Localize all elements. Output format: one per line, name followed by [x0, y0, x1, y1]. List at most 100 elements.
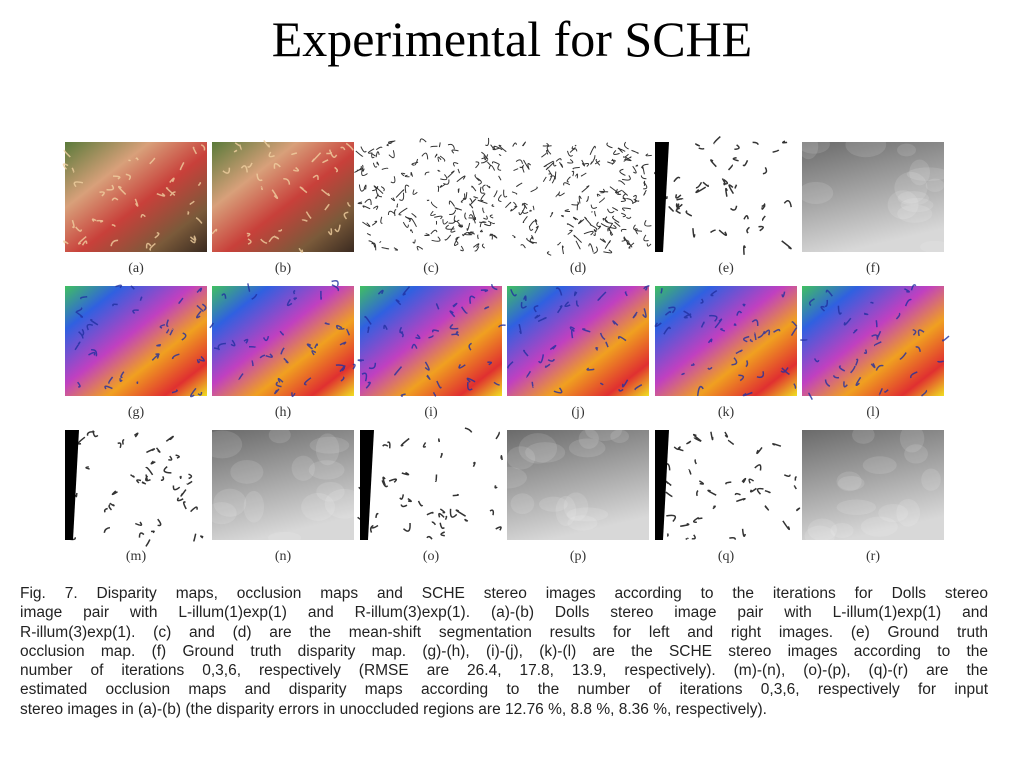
- caption-line: stereo images in (a)-(b) (the disparity …: [20, 700, 767, 718]
- texture: [518, 433, 558, 464]
- image-panel: [797, 132, 950, 253]
- texture: [503, 141, 652, 256]
- texture: [316, 481, 345, 502]
- texture: [807, 518, 838, 542]
- image: [802, 142, 944, 252]
- panel-label: (p): [570, 549, 587, 564]
- image-panel: [209, 279, 356, 398]
- image: [65, 430, 207, 540]
- texture: [845, 132, 887, 158]
- panel-label: (k): [718, 405, 735, 420]
- texture: [878, 503, 909, 523]
- panel-label: (e): [718, 261, 734, 276]
- texture: [906, 167, 950, 181]
- occlusion-strip: [655, 142, 669, 252]
- texture: [507, 284, 650, 394]
- texture: [897, 191, 930, 206]
- texture: [357, 284, 506, 398]
- texture: [925, 178, 945, 192]
- image-panel: [354, 137, 507, 252]
- image-panel: [655, 430, 801, 541]
- image: [212, 286, 354, 396]
- panel-label: (l): [866, 405, 880, 420]
- image-panel: [357, 427, 503, 540]
- texture: [324, 488, 365, 519]
- texture: [309, 436, 350, 454]
- texture: [68, 430, 204, 547]
- texture: [897, 204, 933, 223]
- texture: [897, 143, 917, 157]
- texture: [899, 424, 925, 453]
- image-panel: [800, 284, 950, 400]
- panel-label: (g): [128, 405, 145, 420]
- image-panel: [65, 430, 207, 547]
- image: [360, 286, 502, 396]
- texture: [538, 496, 568, 512]
- image-panel: [62, 142, 207, 252]
- panel-label: (d): [570, 261, 587, 276]
- image-panel: [357, 284, 506, 398]
- texture: [566, 507, 609, 522]
- texture: [62, 144, 206, 251]
- caption-line: R-illum(3)exp(1). (c) and (d) are the me…: [20, 623, 988, 641]
- texture: [836, 499, 877, 515]
- panel-label: (o): [423, 549, 440, 564]
- image-panel: [211, 139, 354, 253]
- texture: [654, 288, 798, 397]
- texture: [804, 525, 835, 547]
- texture: [862, 456, 897, 475]
- image-panel: [201, 426, 365, 544]
- caption-line: number of iterations 0,3,6, respectively…: [20, 662, 988, 680]
- texture: [354, 137, 507, 252]
- caption-line: Fig. 7. Disparity maps, occlusion maps a…: [20, 585, 988, 602]
- texture: [268, 426, 291, 444]
- texture: [268, 531, 302, 544]
- texture: [230, 459, 264, 484]
- panel-label: (b): [275, 261, 292, 276]
- texture: [209, 279, 356, 398]
- texture: [357, 427, 503, 540]
- texture: [291, 455, 315, 481]
- texture: [610, 429, 630, 443]
- texture: [837, 475, 865, 491]
- occlusion-strip: [360, 430, 374, 540]
- texture: [206, 501, 237, 525]
- texture: [904, 444, 928, 464]
- panel-label: (i): [424, 405, 438, 420]
- texture: [654, 136, 792, 255]
- panel-label: (f): [866, 261, 880, 276]
- texture: [74, 284, 207, 398]
- image: [65, 142, 207, 252]
- figure: (a) (b) (c) (d) (e) (f) (g) (h) (i) (j) (k) (l) (m) (…: [62, 132, 950, 564]
- image: [212, 142, 354, 252]
- image: [360, 430, 502, 540]
- texture: [920, 240, 950, 253]
- texture: [836, 471, 862, 492]
- texture: [852, 425, 875, 444]
- texture: [800, 284, 950, 400]
- image-panel: [654, 286, 798, 397]
- image: [655, 430, 797, 540]
- slide-title: Experimental for SCHE: [271, 11, 753, 67]
- image-panel: [503, 141, 652, 256]
- texture: [315, 433, 340, 466]
- image: [655, 286, 797, 396]
- texture: [213, 488, 247, 517]
- image-panel: [487, 420, 649, 540]
- texture: [921, 468, 941, 491]
- panel-label: (a): [128, 261, 144, 276]
- caption-line: image pair with L-illum(1)exp(1) and R-i…: [20, 604, 988, 622]
- caption-line: occlusion map. (f) Ground truth disparit…: [20, 642, 988, 660]
- texture: [201, 430, 243, 459]
- texture: [243, 490, 265, 523]
- texture: [563, 492, 589, 522]
- texture: [797, 134, 830, 154]
- texture: [308, 460, 345, 480]
- texture: [578, 428, 599, 449]
- texture: [830, 522, 854, 539]
- texture: [798, 181, 834, 205]
- occlusion-strip: [655, 430, 669, 540]
- image: [507, 286, 649, 396]
- image-panel: [802, 424, 944, 547]
- panel-label: (h): [275, 405, 292, 420]
